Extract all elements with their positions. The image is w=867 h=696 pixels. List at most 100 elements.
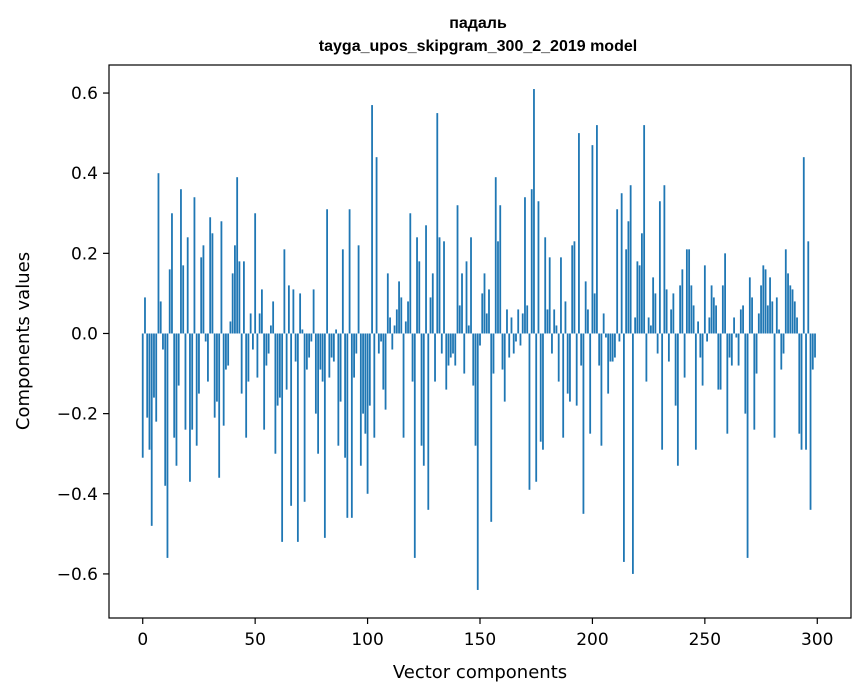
bar-122 [416, 237, 418, 334]
bar-169 [521, 313, 524, 334]
bar-1 [144, 297, 146, 334]
bar-201 [593, 293, 596, 334]
bar-158 [497, 241, 499, 334]
bar-194 [578, 133, 580, 334]
bar-236 [672, 293, 675, 334]
bar-76 [312, 289, 315, 334]
bar-230 [658, 201, 661, 334]
y-tick-label: 0.2 [71, 244, 98, 264]
bar-296 [807, 241, 810, 334]
bar-123 [418, 261, 421, 334]
x-axis-label: Vector components [393, 662, 567, 683]
bar-16 [177, 333, 180, 386]
bar-137 [449, 333, 452, 358]
y-tick-label: 0.4 [71, 164, 98, 184]
bar-136 [447, 333, 450, 366]
bar-98 [362, 333, 364, 414]
chart-subtitle: tayga_upos_skipgram_300_2_2019 model [319, 38, 637, 55]
bar-140 [456, 205, 459, 334]
bar-287 [787, 273, 789, 334]
bar-290 [793, 301, 796, 334]
bar-242 [685, 249, 688, 334]
bar-217 [629, 185, 632, 334]
bar-191 [571, 245, 574, 334]
bar-192 [573, 241, 576, 334]
plot-frame [108, 64, 852, 619]
bar-185 [557, 333, 560, 382]
bar-284 [780, 333, 783, 370]
x-tick-label: 0 [137, 630, 148, 650]
bar-153 [485, 313, 488, 334]
bar-28 [204, 333, 207, 342]
bar-271 [751, 297, 753, 334]
bar-283 [778, 329, 780, 334]
bars-group [141, 89, 816, 590]
bar-156 [492, 333, 495, 374]
bar-131 [436, 113, 439, 334]
bar-295 [805, 333, 807, 450]
bar-203 [598, 333, 601, 366]
bar-46 [245, 333, 248, 438]
bar-298 [811, 333, 814, 370]
bar-196 [582, 333, 585, 514]
bar-240 [681, 269, 684, 334]
bar-4 [150, 333, 153, 526]
bar-15 [175, 333, 178, 466]
bar-17 [180, 189, 182, 334]
bar-289 [791, 289, 794, 334]
bar-210 [614, 333, 616, 358]
bar-107 [382, 333, 385, 390]
bar-6 [155, 333, 158, 422]
bar-179 [544, 237, 547, 334]
bar-69 [296, 333, 299, 542]
bar-146 [470, 237, 472, 334]
bar-32 [213, 333, 216, 418]
bar-144 [465, 261, 468, 334]
bar-116 [402, 333, 405, 438]
x-tick-label: 300 [801, 630, 833, 650]
bar-132 [438, 237, 441, 334]
bar-282 [775, 297, 778, 334]
bar-85 [332, 333, 335, 362]
bar-255 [715, 305, 717, 334]
bar-33 [216, 333, 218, 402]
bar-133 [440, 333, 443, 354]
bar-181 [548, 257, 551, 334]
bar-174 [533, 89, 535, 334]
bar-166 [515, 333, 517, 342]
bar-197 [584, 281, 587, 334]
bar-254 [712, 297, 715, 334]
bar-23 [193, 197, 196, 334]
bar-135 [445, 333, 448, 390]
bar-168 [519, 333, 522, 346]
bar-80 [321, 333, 324, 382]
y-tick-label: 0.0 [71, 324, 98, 344]
bar-270 [748, 277, 751, 334]
bar-234 [667, 333, 670, 362]
bar-2 [146, 333, 149, 418]
bar-276 [762, 265, 765, 334]
bar-8 [159, 301, 162, 334]
bar-63 [283, 249, 286, 334]
bar-288 [789, 285, 792, 334]
bar-64 [285, 333, 288, 390]
bar-35 [220, 221, 223, 334]
bar-121 [413, 333, 416, 558]
bar-161 [503, 333, 506, 402]
bar-173 [530, 189, 533, 334]
bar-52 [258, 313, 261, 334]
bar-68 [294, 333, 297, 362]
bar-199 [589, 333, 592, 434]
bar-126 [425, 225, 427, 334]
bar-261 [728, 333, 731, 358]
bar-118 [407, 301, 409, 334]
bar-253 [710, 285, 713, 334]
bar-159 [499, 205, 502, 334]
bar-228 [654, 293, 657, 334]
bar-171 [526, 305, 529, 334]
bar-48 [249, 313, 252, 334]
bar-83 [328, 333, 331, 378]
bar-252 [708, 317, 711, 334]
bar-20 [186, 237, 189, 334]
bar-18 [182, 265, 185, 334]
